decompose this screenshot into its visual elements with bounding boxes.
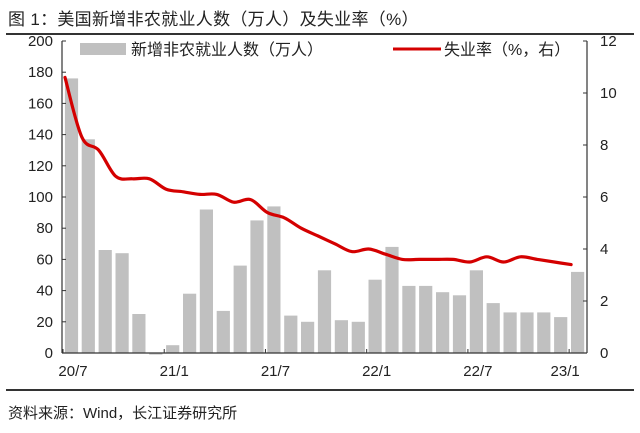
bar — [149, 353, 163, 355]
left-tick-label: 100 — [28, 189, 53, 206]
bar — [334, 320, 348, 353]
right-tick-label: 8 — [600, 137, 608, 154]
bar — [115, 253, 129, 353]
right-tick-label: 6 — [600, 189, 608, 206]
bar — [436, 292, 450, 353]
bar — [81, 139, 95, 353]
bar — [452, 295, 467, 353]
right-tick-label: 10 — [600, 85, 617, 102]
right-tick-label: 12 — [600, 33, 617, 50]
bar — [537, 312, 551, 353]
left-tick-label: 120 — [28, 158, 53, 175]
x-tick-label: 23/1 — [551, 363, 580, 380]
top-rule — [6, 33, 634, 35]
bar — [199, 209, 213, 353]
left-tick-label: 80 — [36, 220, 53, 237]
bar — [250, 220, 264, 353]
left-tick-label: 20 — [36, 314, 53, 331]
bar — [571, 271, 585, 353]
right-tick-label: 4 — [600, 241, 608, 258]
left-tick-label: 60 — [36, 251, 53, 268]
legend-bar-swatch — [80, 43, 126, 55]
bar — [351, 321, 365, 353]
legend-line-label: 失业率（%，右） — [444, 41, 570, 59]
x-tick-label: 20/7 — [58, 363, 87, 380]
bar — [132, 314, 146, 353]
bar — [284, 315, 298, 353]
right-tick-label: 2 — [600, 293, 608, 310]
left-tick-label: 180 — [28, 64, 53, 81]
bar — [419, 285, 433, 353]
bottom-rule — [6, 389, 634, 391]
bar — [183, 293, 197, 353]
unemployment-line — [63, 75, 573, 267]
left-tick-label: 160 — [28, 95, 53, 112]
left-tick-label: 140 — [28, 127, 53, 144]
left-tick-label: 40 — [36, 283, 53, 300]
right-tick-label: 0 — [600, 345, 608, 362]
bar-series — [64, 78, 585, 355]
line-series — [63, 75, 573, 267]
bar — [520, 312, 534, 353]
bar — [301, 321, 315, 353]
bar — [64, 78, 79, 354]
legend: 新增非农就业人数（万人） 失业率（%，右） — [80, 41, 570, 59]
bar — [402, 285, 416, 353]
left-tick-label: 200 — [28, 33, 53, 50]
legend-bar-label: 新增非农就业人数（万人） — [131, 41, 323, 59]
chart-title: 图 1：美国新增非农就业人数（万人）及失业率（%） — [8, 10, 419, 29]
bar — [503, 312, 517, 353]
bar — [233, 265, 247, 353]
bar — [166, 345, 180, 353]
left-tick-label: 0 — [45, 345, 53, 362]
bar — [368, 279, 382, 353]
x-tick-label: 22/7 — [463, 363, 492, 380]
bar — [317, 270, 332, 353]
x-tick-label: 21/1 — [160, 363, 189, 380]
bar — [98, 250, 112, 353]
axes: 0 20 40 60 80 100 120 140 160 180 200 0 2 4 6 8 10 12 20/7… — [28, 33, 617, 380]
bar — [267, 206, 281, 353]
bar — [554, 317, 568, 353]
source-note: 资料来源：Wind，长江证券研究所 — [8, 405, 238, 422]
bar — [216, 310, 230, 353]
x-tick-label: 22/1 — [362, 363, 391, 380]
x-tick-label: 21/7 — [261, 363, 290, 380]
bar — [385, 246, 399, 353]
bar — [486, 303, 500, 353]
bar — [469, 270, 483, 353]
